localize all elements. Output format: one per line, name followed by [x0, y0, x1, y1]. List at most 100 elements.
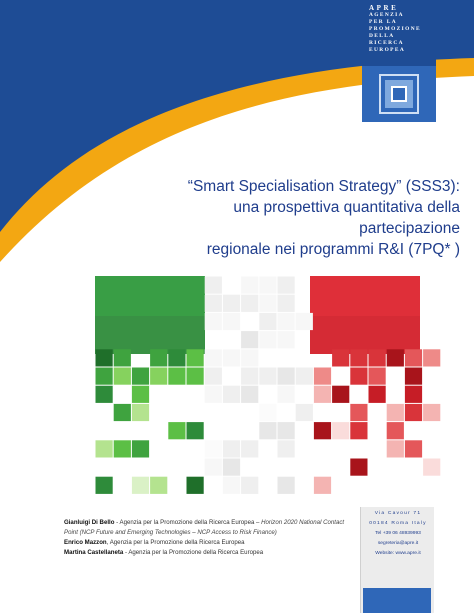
- mosaic-tile: [404, 367, 423, 385]
- mosaic-tile: [113, 403, 131, 422]
- footer-blue-block: [363, 588, 431, 613]
- mosaic-tile: [222, 312, 241, 331]
- mosaic-tile: [277, 312, 295, 331]
- author-entry: Enrico Mazzon, Agenzia per la Promozione…: [64, 538, 354, 548]
- mosaic-tile: [259, 367, 277, 385]
- logo-line: RICERCA: [369, 40, 404, 46]
- mosaic-tile: [95, 385, 113, 403]
- mosaic-tile: [222, 294, 241, 312]
- mosaic-tile: [386, 440, 404, 458]
- mosaic-tile: [168, 367, 186, 385]
- mosaic-tile: [241, 349, 259, 367]
- author-org: - Agenzia per la Promozione della Ricerc…: [123, 549, 264, 556]
- mosaic-tile: [295, 312, 313, 331]
- contact-website[interactable]: Website: www.apre.it: [375, 551, 421, 556]
- mosaic-tile: [350, 458, 368, 476]
- mosaic-tile: [277, 422, 295, 440]
- author-name: Martina Castellaneta: [64, 549, 124, 556]
- title-line-1: “Smart Specialisation Strategy” (SSS3):: [187, 178, 460, 195]
- mosaic-tile: [313, 422, 332, 440]
- author-role: Horizon 2020 National Contact Point (NCP…: [64, 519, 345, 536]
- mosaic-tile: [404, 440, 423, 458]
- mosaic-tile: [241, 294, 259, 312]
- mosaic-tile: [222, 440, 241, 458]
- mosaic-tile: [332, 385, 350, 403]
- mosaic-tile: [204, 458, 222, 476]
- mosaic-tile: [204, 276, 222, 294]
- mosaic-tile: [95, 476, 113, 494]
- mosaic-tile: [386, 403, 404, 422]
- mosaic-tile: [368, 349, 386, 367]
- mosaic-tile: [350, 367, 368, 385]
- logo-line: AGENZIA: [369, 12, 404, 18]
- mosaic-tile: [277, 440, 295, 458]
- title-line-3: regionale nei programmi R&I (7PQ* ): [206, 241, 460, 258]
- mosaic-tile: [404, 349, 423, 367]
- mosaic-tile: [204, 385, 222, 403]
- mosaic-tile: [295, 403, 313, 422]
- mosaic-tile: [131, 367, 150, 385]
- contact-email[interactable]: segreteria@apre.it: [377, 541, 419, 546]
- mosaic-tile: [404, 403, 423, 422]
- mosaic-tile: [313, 385, 332, 403]
- mosaic-tile: [222, 458, 241, 476]
- mosaic-tile: [222, 385, 241, 403]
- mosaic-tile: [186, 422, 204, 440]
- logo-line: PER LA: [369, 19, 398, 25]
- mosaic-tile: [241, 476, 259, 494]
- logo-line: DELLA: [369, 33, 395, 39]
- mosaic-tile: [241, 385, 259, 403]
- mosaic-tile: [186, 349, 204, 367]
- mosaic-tile: [241, 440, 259, 458]
- mosaic-tile: [404, 385, 423, 403]
- mosaic-tile: [204, 440, 222, 458]
- mosaic-tile: [186, 367, 204, 385]
- navy-swoosh: [0, 0, 474, 232]
- mosaic-tile: [277, 476, 295, 494]
- author-entry: Gianluigi Di Bello - Agenzia per la Prom…: [64, 518, 354, 538]
- mosaic-tile: [204, 349, 222, 367]
- contact-info: Via Cavour 71 00184 Roma Italy Tel +39 0…: [361, 507, 435, 559]
- mosaic-tile: [113, 367, 131, 385]
- mosaic-tile: [131, 476, 150, 494]
- mosaic-tile: [131, 385, 150, 403]
- mosaic-tile: [186, 476, 204, 494]
- author-list: Gianluigi Di Bello - Agenzia per la Prom…: [64, 518, 354, 558]
- contact-city: 00184 Roma Italy: [369, 521, 427, 526]
- author-org: - Agenzia per la Promozione della Ricerc…: [114, 519, 262, 526]
- mosaic-tile: [259, 331, 277, 349]
- mosaic-tile: [423, 403, 441, 422]
- mosaic-tile: [204, 312, 222, 331]
- mosaic-tile: [150, 349, 168, 367]
- mosaic-tile: [386, 422, 404, 440]
- mosaic-tile: [277, 294, 295, 312]
- author-entry: Martina Castellaneta - Agenzia per la Pr…: [64, 548, 354, 558]
- mosaic-tile: [259, 276, 277, 294]
- mosaic-tile: [350, 349, 368, 367]
- mosaic-tile: [222, 349, 241, 367]
- mosaic-tile: [95, 349, 113, 367]
- apre-logo: APRE AGENZIA PER LA PROMOZIONE DELLA RIC…: [362, 0, 436, 66]
- title-line-2: una prospettiva quantitativa della parte…: [233, 199, 460, 237]
- mosaic-tile: [310, 276, 420, 316]
- mosaic-tile: [386, 349, 404, 367]
- author-org: , Agenzia per la Promozione della Ricerc…: [106, 539, 245, 546]
- mosaic-tile: [368, 385, 386, 403]
- mosaic-tile: [150, 476, 168, 494]
- mosaic-tile: [259, 294, 277, 312]
- author-name: Gianluigi Di Bello: [64, 519, 115, 526]
- mosaic-tile: [222, 476, 241, 494]
- contact-street: Via Cavour 71: [374, 511, 422, 516]
- logo-square-icon: [362, 66, 436, 122]
- mosaic-tile: [423, 349, 441, 367]
- mosaic-tile: [423, 458, 441, 476]
- mosaic-tile: [204, 367, 222, 385]
- mosaic-tile: [259, 422, 277, 440]
- mosaic-tile: [277, 367, 295, 385]
- mosaic-tile: [295, 367, 313, 385]
- mosaic-tile: [241, 276, 259, 294]
- mosaic-tile: [241, 331, 259, 349]
- mosaic-tile: [150, 367, 168, 385]
- mosaic-tile: [259, 403, 277, 422]
